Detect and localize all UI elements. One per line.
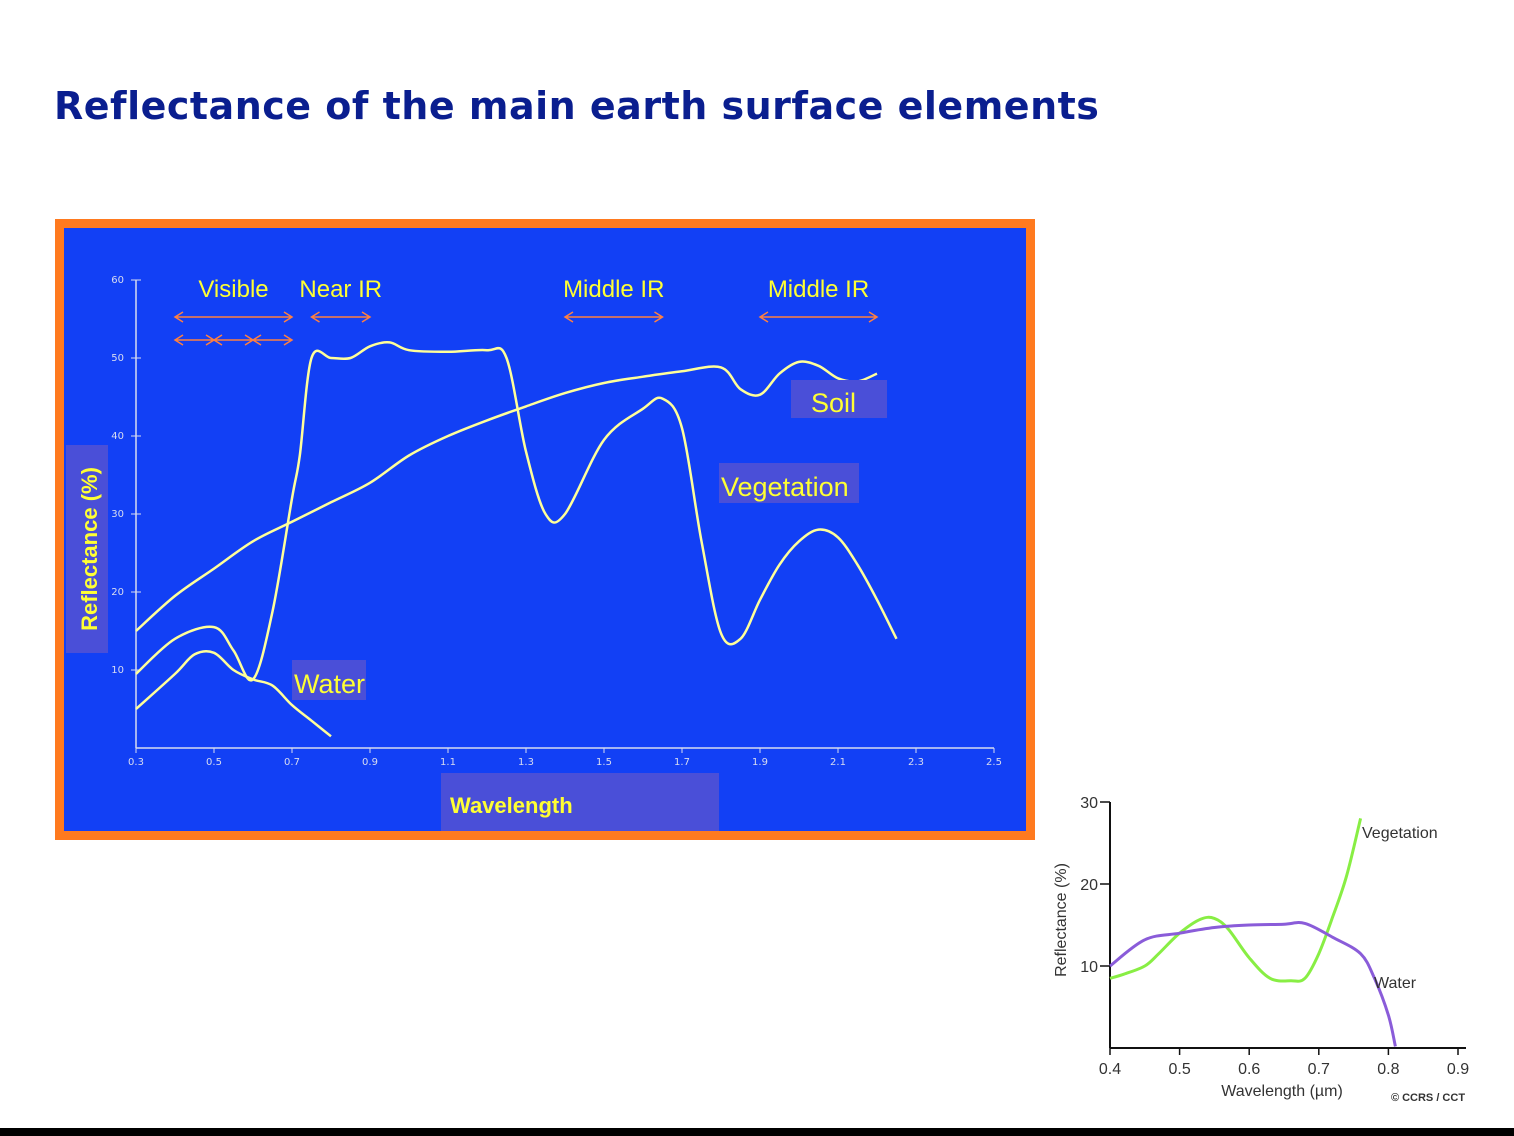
x-axis-title: Wavelength [450,793,573,818]
band-label-near-ir: Near IR [299,276,382,303]
bottom-bar [0,1128,1514,1136]
band-label-middle-ir: Middle IR [768,276,869,303]
inset-x-tick-label-0-8: 0.8 [1377,1061,1399,1078]
inset-x-axis-title: Wavelength (µm) [1221,1083,1343,1100]
x-tick-label-2-1: 2.1 [830,757,846,768]
series-label-box-soil [791,380,887,418]
inset-y-axis-title: Reflectance (%) [1053,863,1070,977]
x-tick-label-1-9: 1.9 [752,757,768,768]
band-near-ir-1: Near IR [299,276,382,323]
main-chart-frame: 0.3 0.5 0.7 0.9 1.1 1.3 1.5 1.7 1.9 2.1 2.3 2.5 10 20… [55,219,1035,840]
band-middle-ir-3: Middle IR [758,276,879,323]
inset-y-tick-label-10: 10 [1080,959,1098,976]
series-label-water: Water [294,669,365,699]
inset-x-tick-label-0-6: 0.6 [1238,1061,1260,1078]
series-line-vegetation [135,341,898,682]
inset-series-line-water [1109,921,1397,1047]
series-label-box-vegetation [719,463,859,503]
series-label-vegetation: Vegetation [721,472,849,502]
inset-series-line-vegetation [1109,818,1363,983]
inset-y-tick-label-30: 30 [1080,795,1098,812]
y-tick-label-30: 30 [111,509,124,520]
y-axis-title-box [66,445,108,653]
main-plot-background [64,228,1026,831]
series-label-soil: Soil [811,388,856,418]
x-tick-label-0-9: 0.9 [362,757,378,768]
x-tick-label-0-5: 0.5 [206,757,222,768]
inset-x-tick-label-0-5: 0.5 [1168,1061,1190,1078]
inset-series-label-vegetation: Vegetation [1362,825,1438,842]
band-arrow-middle-ir [758,311,879,323]
x-tick-label-1-1: 1.1 [440,757,456,768]
y-tick-label-10: 10 [111,665,124,676]
slide-title: Reflectance of the main earth surface el… [54,84,1100,128]
y-tick-label-50: 50 [111,353,124,364]
band-visible-0: Visible [173,276,294,346]
band-label-visible: Visible [198,276,268,303]
inset-x-tick-label-0-9: 0.9 [1447,1061,1469,1078]
inset-y-tick-label-20: 20 [1080,877,1098,894]
x-tick-label-0-7: 0.7 [284,757,300,768]
band-sub-arrow-2 [251,334,294,346]
series-line-water [135,649,332,738]
y-tick-label-40: 40 [111,431,124,442]
band-arrow-middle-ir [563,311,664,323]
x-tick-label-0-3: 0.3 [128,757,144,768]
inset-reflectance-chart: 0.4 0.5 0.6 0.7 0.8 0.9 10 20 30 Reflectance (%) W… [1053,795,1469,1104]
x-tick-label-2-3: 2.3 [908,757,924,768]
band-arrow-near-ir [310,311,372,323]
x-tick-label-2-5: 2.5 [986,757,1002,768]
series-label-box-water [292,660,366,700]
band-label-middle-ir: Middle IR [563,276,664,303]
x-tick-label-1-5: 1.5 [596,757,612,768]
x-axis-title-box [441,773,719,831]
inset-x-tick-label-0-7: 0.7 [1308,1061,1330,1078]
band-middle-ir-2: Middle IR [563,276,664,323]
x-tick-label-1-3: 1.3 [518,757,534,768]
x-tick-label-1-7: 1.7 [674,757,690,768]
y-tick-label-60: 60 [111,275,124,286]
band-arrow-visible [173,311,294,323]
y-tick-label-20: 20 [111,587,124,598]
inset-series-label-water: Water [1374,975,1417,992]
inset-credit: © CCRS / CCT [1391,1092,1465,1104]
y-axis-title: Reflectance (%) [77,467,102,631]
main-reflectance-chart: 0.3 0.5 0.7 0.9 1.1 1.3 1.5 1.7 1.9 2.1 2.3 2.5 10 20… [64,228,1026,831]
inset-x-tick-label-0-4: 0.4 [1099,1061,1121,1078]
